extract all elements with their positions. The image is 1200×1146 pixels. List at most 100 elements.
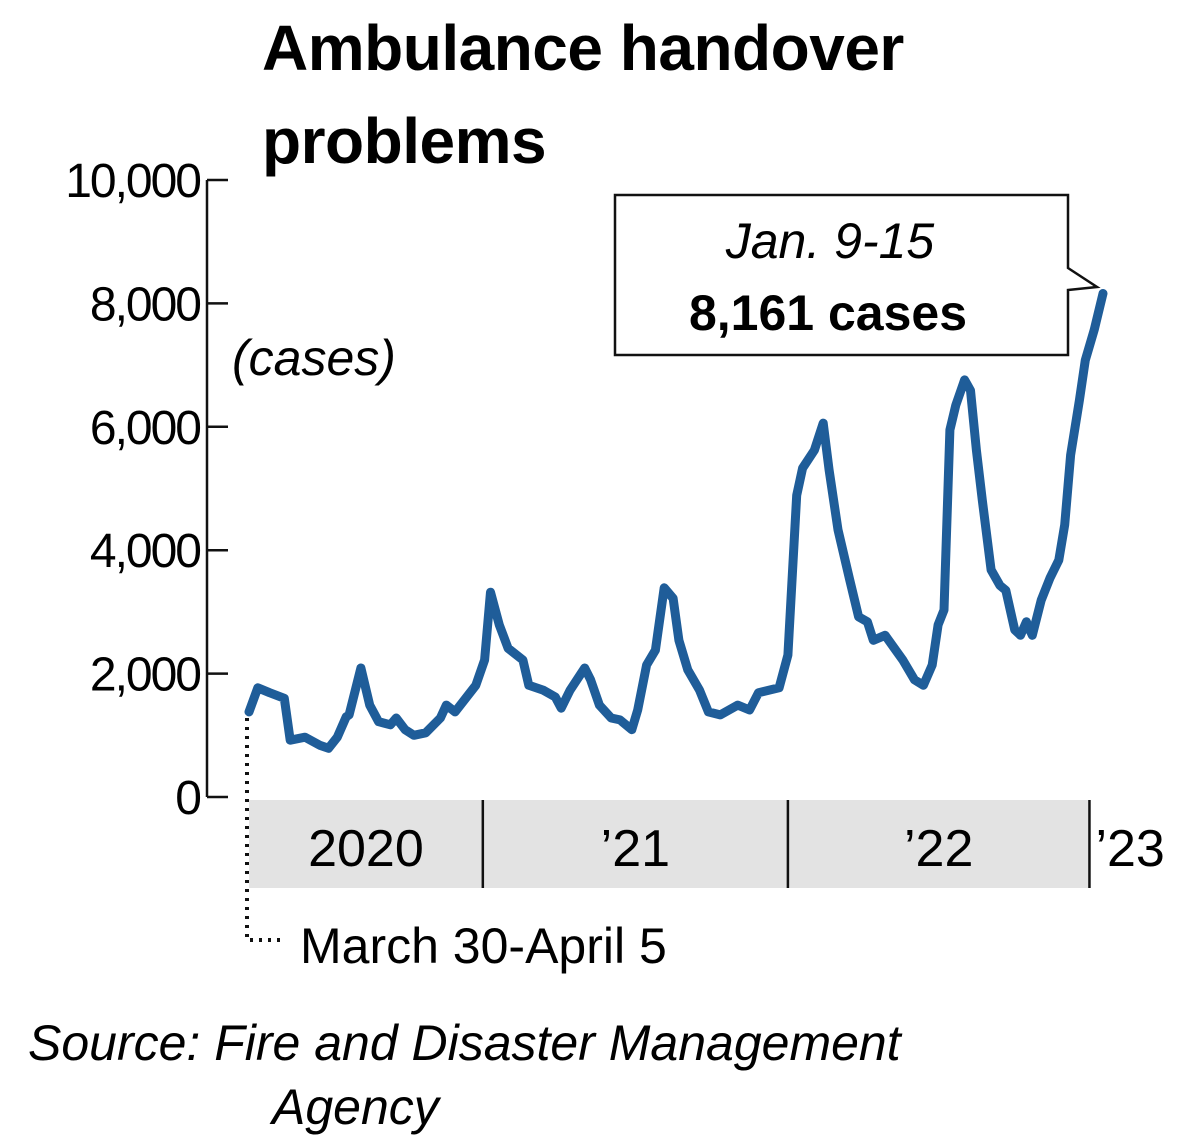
callout-period: Jan. 9-15 [725,213,935,269]
data-point [528,684,530,686]
data-point [610,717,612,719]
data-point [542,689,544,691]
data-point [737,704,739,706]
data-point [554,696,556,698]
data-point [319,744,321,746]
data-point [631,729,633,731]
data-point [999,584,1001,586]
data-point [590,679,592,681]
year-label: ’21 [601,820,670,878]
y-tick-label: 0 [175,772,200,825]
data-point [507,647,509,649]
data-point [646,664,648,666]
data-point [787,654,789,656]
data-point [484,659,486,661]
data-point [522,659,524,661]
y-tick-label: 8,000 [90,278,200,331]
callout-value: 8,161 cases [689,285,967,341]
data-point [584,667,586,669]
data-point [828,469,830,471]
data-point [802,467,804,469]
data-point [454,711,456,713]
data-point [619,719,621,721]
series-line-group [244,289,1108,753]
data-point [289,739,291,741]
data-point [699,689,701,691]
data-point [1020,634,1022,636]
data-point [439,717,441,719]
data-point [378,721,380,723]
data-point [248,711,250,713]
data-point [404,729,406,731]
data-point [975,449,977,451]
data-point [360,667,362,669]
data-point [1102,292,1104,294]
data-point [778,687,780,689]
data-point [283,697,285,699]
data-point [969,389,971,391]
data-point [637,709,639,711]
data-point [1025,621,1027,623]
data-point [687,669,689,671]
data-point [981,499,983,501]
data-point [672,597,674,599]
data-point [304,736,306,738]
data-point [796,494,798,496]
chart-title-line-2: problems [262,105,546,177]
data-point [1031,634,1033,636]
data-point [1058,559,1060,561]
data-point [1040,599,1042,601]
data-point [678,639,680,641]
data-point [1078,399,1080,401]
data-point [955,404,957,406]
start-annotation: March 30-April 5 [300,918,667,974]
chart-title-line-1: Ambulance handover [262,12,904,84]
data-point [345,716,347,718]
data-point [425,732,427,734]
data-point [822,422,824,424]
data-point [1049,577,1051,579]
year-band-group: 2020 ’21 ’22 ’23 [249,800,1165,888]
data-point [598,704,600,706]
data-point [949,429,951,431]
data-point [884,634,886,636]
y-tick-label: 6,000 [90,402,200,455]
y-axis-unit-label: (cases) [232,330,396,386]
data-point [707,711,709,713]
year-band-background [249,800,1090,888]
data-point [569,689,571,691]
data-point [269,692,271,694]
data-point [757,692,759,694]
year-label: ’22 [904,820,973,878]
data-point [257,687,259,689]
data-point [849,579,851,581]
data-point [1093,329,1095,331]
data-point [922,684,924,686]
data-point [937,624,939,626]
data-point [914,679,916,681]
source-line-2: Agency [269,1079,442,1135]
year-label: 2020 [308,820,424,878]
data-point [560,707,562,709]
data-point [931,664,933,666]
data-point [369,704,371,706]
year-label: ’23 [1095,820,1164,878]
data-point [872,639,874,641]
data-point [990,569,992,571]
y-tick-label: 2,000 [90,649,200,702]
data-point [943,609,945,611]
data-point [348,714,350,716]
data-point [1070,454,1072,456]
data-point [498,624,500,626]
data-point [749,709,751,711]
data-point [445,704,447,706]
data-point [395,717,397,719]
data-point [837,529,839,531]
data-point [336,736,338,738]
callout-box [613,193,1101,357]
data-point [1084,359,1086,361]
data-point [328,747,330,749]
start-dotted-leader [245,718,285,942]
source-line-1: Source: Fire and Disaster Management [28,1015,903,1071]
data-point [475,684,477,686]
